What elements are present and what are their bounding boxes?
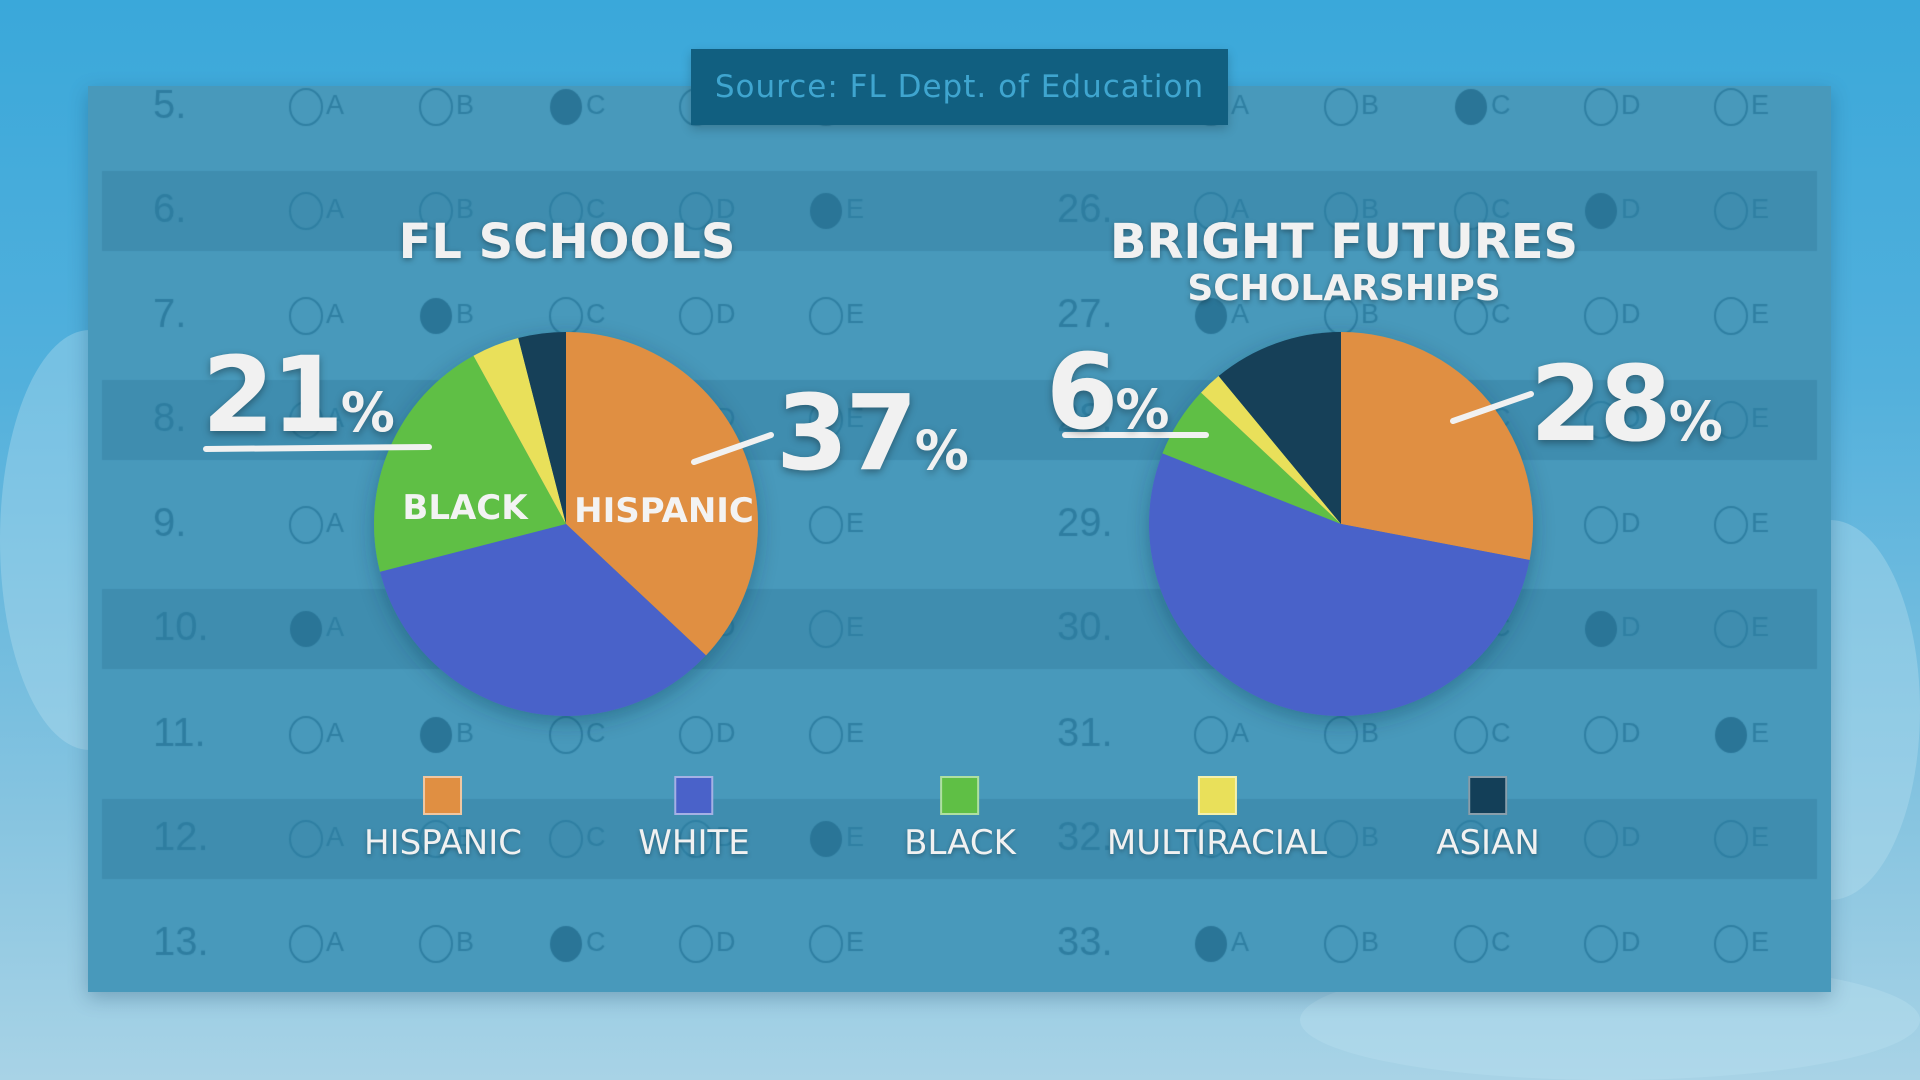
pie-slice-hispanic — [566, 332, 758, 656]
callout-number: 28 — [1530, 343, 1672, 465]
callout-unit: % — [914, 419, 969, 482]
pie-slice-multiracial — [473, 338, 566, 524]
pie-slice-white — [1148, 453, 1530, 717]
callout-leader-line — [1450, 391, 1534, 424]
callout-number: 6 — [1046, 331, 1118, 453]
legend-swatch — [1468, 776, 1508, 815]
callout-unit: % — [1668, 390, 1723, 453]
legend-swatch — [423, 776, 463, 815]
callout-fl-black: 21% — [202, 343, 395, 447]
legend-label: BLACK — [904, 823, 1016, 863]
callout-unit: % — [1115, 378, 1170, 441]
chart-title-fl-schools: FL SCHOOLS — [398, 214, 736, 270]
legend-swatch — [940, 776, 980, 815]
pie-slice-white — [380, 524, 706, 716]
legend-label: ASIAN — [1436, 823, 1540, 863]
pie-slice-asian — [1218, 332, 1341, 524]
chart-title-bright-futures: BRIGHT FUTURES — [1109, 214, 1579, 270]
legend-item-multiracial: MULTIRACIAL — [1107, 776, 1327, 863]
pie-0 — [373, 332, 758, 716]
slice-label-black: BLACK — [402, 488, 528, 528]
pie-slice-black — [373, 355, 566, 572]
callout-bf-hispanic: 28% — [1530, 352, 1723, 456]
legend-label: MULTIRACIAL — [1106, 823, 1328, 863]
pie-1 — [1148, 332, 1533, 717]
pie-slice-multiracial — [1201, 376, 1341, 524]
pie-slice-black — [1162, 392, 1341, 524]
pie-slice-asian — [518, 332, 566, 524]
callout-bf-black: 6% — [1046, 340, 1169, 444]
callout-fl-hispanic: 37% — [776, 381, 969, 485]
slice-label-hispanic: HISPANIC — [574, 491, 754, 531]
legend-swatch — [1197, 776, 1237, 815]
callout-number: 21 — [202, 334, 344, 456]
pie-slice-hispanic — [1341, 332, 1533, 560]
legend-item-black: BLACK — [904, 776, 1016, 863]
legend-label: WHITE — [638, 823, 750, 863]
chart-subtitle-scholarships: SCHOLARSHIPS — [1187, 268, 1501, 309]
callout-leader-line — [691, 432, 774, 465]
callout-unit: % — [340, 381, 395, 444]
callout-number: 37 — [776, 372, 918, 494]
callout-leader-line — [203, 444, 432, 452]
source-label: Source: FL Dept. of Education — [691, 49, 1228, 125]
legend-item-asian: ASIAN — [1436, 776, 1540, 863]
legend-swatch — [674, 776, 714, 815]
legend-item-white: WHITE — [638, 776, 750, 863]
legend-label: HISPANIC — [364, 823, 522, 863]
legend-item-hispanic: HISPANIC — [364, 776, 522, 863]
